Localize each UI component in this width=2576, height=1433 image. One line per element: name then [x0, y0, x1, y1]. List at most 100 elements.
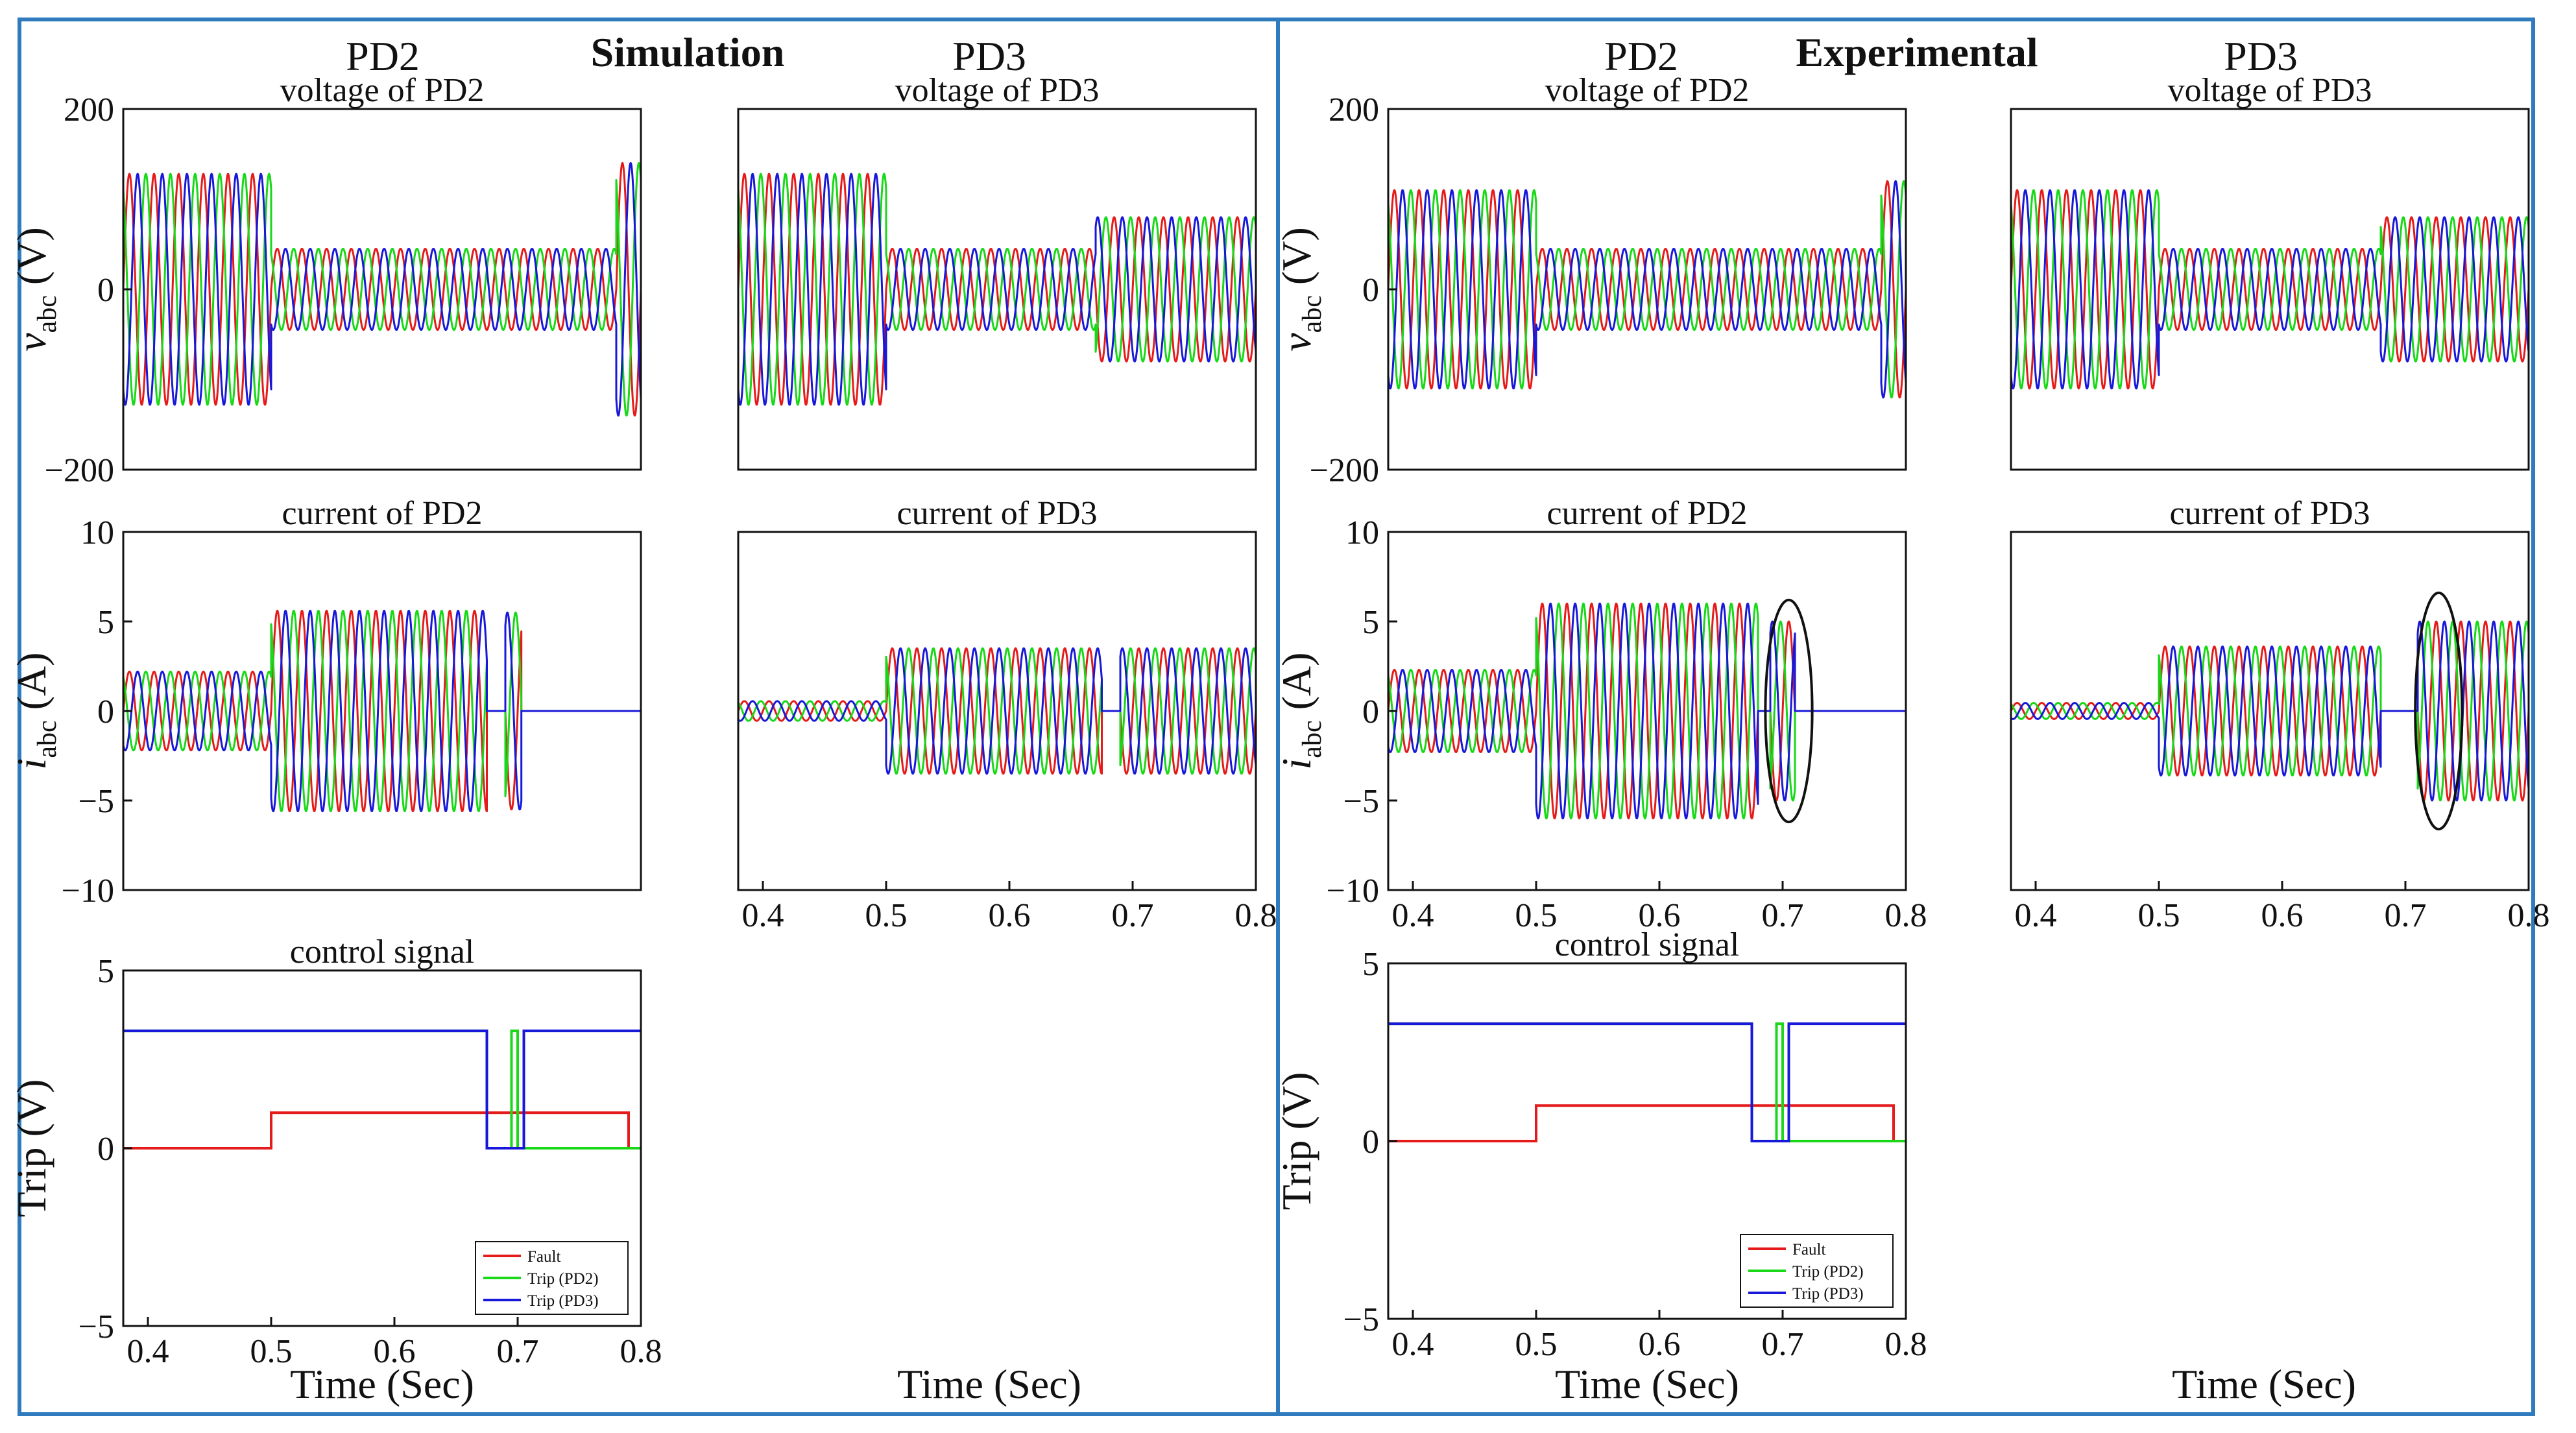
exp-i-pd2-xtick-label: 0.5 [1515, 897, 1558, 934]
sim-v-pd3-plot-area [738, 173, 1256, 406]
exp-i-pd2-xtick-label: 0.8 [1885, 897, 1927, 934]
sim-trip-chart: control signal 5 0 −5 0.4 0.5 0.6 0.7 0.8 Time (S… [8, 933, 662, 1407]
sim-trip-xtick-label: 0.5 [250, 1333, 293, 1370]
exp-i-pd3-xtick-label: 0.6 [2261, 897, 2304, 934]
exp-v-pd2-series-phase-a [1388, 180, 1906, 399]
exp-v-pd2-ylabel-main: v [1273, 333, 1319, 352]
exp-trip-plot-area [1388, 1022, 1906, 1142]
sim-i-pd3-plot-area [738, 647, 1256, 775]
exp-trip-series-trip-pd3 [1388, 1022, 1906, 1142]
exp-i-pd2-series-phase-c [1388, 602, 1906, 820]
sim-trip-xtick-label: 0.7 [497, 1333, 539, 1370]
sim-i-pd2-ylabel-sub: abc [32, 720, 62, 758]
exp-trip-xtick-label: 0.4 [1392, 1326, 1434, 1363]
exp-i-pd2-ylabel-sub: abc [1297, 720, 1327, 758]
simulation-pd3-label: PD3 [952, 33, 1026, 79]
exp-trip-ytick-label: 5 [1362, 946, 1379, 983]
experimental-pd3-label: PD3 [2224, 33, 2298, 79]
exp-i-pd2-ylabel-main: i [1273, 758, 1319, 770]
exp-i-pd2-ytick-label: −10 [1327, 873, 1379, 909]
sim-trip-xtick-label: 0.8 [620, 1333, 662, 1370]
sim-v-pd3-axes-frame [737, 108, 1257, 471]
sim-v-pd2-ytick-label: 200 [64, 91, 114, 128]
exp-v-pd3-series-phase-b [2011, 189, 2529, 390]
sim-trip-ytick-label: −5 [78, 1308, 114, 1345]
exp-i-pd3-highlight-ellipse [2414, 591, 2464, 831]
sim-v-pd2-ylabel: vabc (V) [8, 227, 62, 352]
sim-trip-legend-box [475, 1241, 629, 1315]
sim-v-pd2-series-phase-a [123, 162, 641, 417]
sim-v-pd3-series-phase-c [738, 173, 1256, 406]
exp-i-pd2-ylabel: iabc (A) [1273, 653, 1327, 770]
exp-i-pd2-ytick-label: −5 [1343, 783, 1379, 820]
sim-i-pd3-title: current of PD3 [897, 495, 1097, 532]
exp-i-pd2-title: current of PD2 [1547, 495, 1747, 532]
sim-i-pd3-xtick-label: 0.4 [742, 897, 784, 934]
exp-i-pd3-chart: current of PD3 0.4 0.5 0.6 0.7 0.8 [2010, 495, 2550, 934]
exp-trip-xlabel: Time (Sec) [1555, 1361, 1739, 1407]
sim-i-pd2-title: current of PD2 [282, 495, 482, 532]
exp-i-pd3-xtick-label: 0.4 [2015, 897, 2057, 934]
exp-v-pd2-ytick-label: 200 [1329, 91, 1379, 128]
sim-i-pd3-xtick-label: 0.5 [865, 897, 908, 934]
sim-i-pd2-ylabel-unit: (A) [8, 653, 54, 721]
exp-v-pd3-title: voltage of PD3 [2168, 72, 2372, 109]
sim-i-pd3-axes-frame [737, 531, 1257, 891]
exp-v-pd3-series-phase-c [2011, 189, 2529, 390]
exp-i-pd3-xtick-label: 0.7 [2385, 897, 2427, 934]
experimental-panel: Experimental PD2 PD3 [1276, 18, 2535, 1416]
exp-i-pd3-title: current of PD3 [2169, 495, 2370, 532]
sim-i-pd2-ytick-label: −5 [78, 783, 114, 820]
sim-v-pd2-plot-area [123, 162, 641, 417]
exp-v-pd2-ylabel: vabc (V) [1273, 227, 1327, 352]
sim-i-pd2-ytick-label: 10 [80, 514, 114, 551]
sim-trip-series-trip-pd3 [123, 1030, 641, 1150]
sim-trip-xlabel: Time (Sec) [290, 1361, 474, 1407]
exp-i-pd2-chart: current of PD2 10 5 0 −5 −10 0.4 0.5 0.6 0.7 0.8 ia… [1273, 495, 1927, 934]
sim-i-pd3-xtick-label: 0.8 [1235, 897, 1277, 934]
exp-i-pd2-xtick-label: 0.6 [1639, 897, 1681, 934]
sim-i-pd2-ytick-label: 0 [97, 693, 114, 730]
simulation-pd2-label: PD2 [346, 33, 420, 79]
exp-trip-legend-label: Fault [1792, 1241, 1825, 1258]
exp-i-pd2-ytick-label: 0 [1362, 693, 1379, 730]
experimental-title: Experimental [1796, 29, 2038, 75]
exp-i-pd2-ylabel-unit: (A) [1273, 653, 1319, 721]
exp-trip-xtick-label: 0.6 [1639, 1326, 1681, 1363]
exp-v-pd3-series-phase-a [2011, 189, 2529, 390]
sim-trip-xtick-label: 0.6 [374, 1333, 416, 1370]
sim-v-pd2-ytick-label: 0 [97, 272, 114, 309]
sim-i-pd3-chart: current of PD3 0.4 0.5 0.6 0.7 0.8 [737, 495, 1277, 934]
experimental-pd2-label: PD2 [1604, 33, 1678, 79]
sim-v-pd2-chart: voltage of PD2 200 0 −200 vabc (V) [8, 72, 642, 489]
exp-trip-ytick-label: −5 [1343, 1301, 1379, 1338]
sim-trip-plot-area [123, 1030, 641, 1150]
exp-i-pd2-ytick-label: 5 [1362, 604, 1379, 641]
exp-i-pd2-highlight-ellipse [1764, 598, 1814, 824]
sim-i-pd2-chart: current of PD2 10 5 0 −5 −10 iabc (A) [8, 495, 642, 909]
sim-trip-ytick-label: 5 [97, 953, 114, 990]
exp-i-pd2-xtick-label: 0.7 [1762, 897, 1804, 934]
sim-trip-ylabel: Trip (V) [8, 1079, 54, 1218]
sim-pd3-time-xlabel: Time (Sec) [897, 1361, 1081, 1407]
exp-v-pd2-ytick-label: 0 [1362, 272, 1379, 309]
sim-i-pd3-series-phase-c [738, 647, 1256, 775]
sim-v-pd2-title: voltage of PD2 [280, 72, 485, 109]
exp-trip-chart: control signal 5 0 −5 0.4 0.5 0.6 0.7 0.8 Time (S… [1273, 926, 1927, 1407]
exp-i-pd2-ytick-label: 10 [1345, 514, 1379, 551]
sim-trip-legend-label: Trip (PD3) [527, 1292, 599, 1310]
sim-v-pd2-ylabel-sub: abc [32, 295, 62, 333]
sim-v-pd2-ylabel-unit: (V) [8, 227, 54, 295]
sim-v-pd2-series-phase-b [123, 162, 641, 417]
exp-v-pd3-plot-area [2011, 189, 2529, 390]
sim-i-pd3-xtick-label: 0.6 [989, 897, 1031, 934]
sim-v-pd3-series-phase-a [738, 173, 1256, 406]
exp-trip-ytick-label: 0 [1362, 1124, 1379, 1161]
exp-trip-title: control signal [1555, 926, 1740, 963]
exp-i-pd3-series-phase-c [2011, 620, 2529, 802]
sim-v-pd2-ytick-label: −200 [45, 452, 114, 489]
exp-i-pd3-series-phase-a [2011, 620, 2529, 802]
